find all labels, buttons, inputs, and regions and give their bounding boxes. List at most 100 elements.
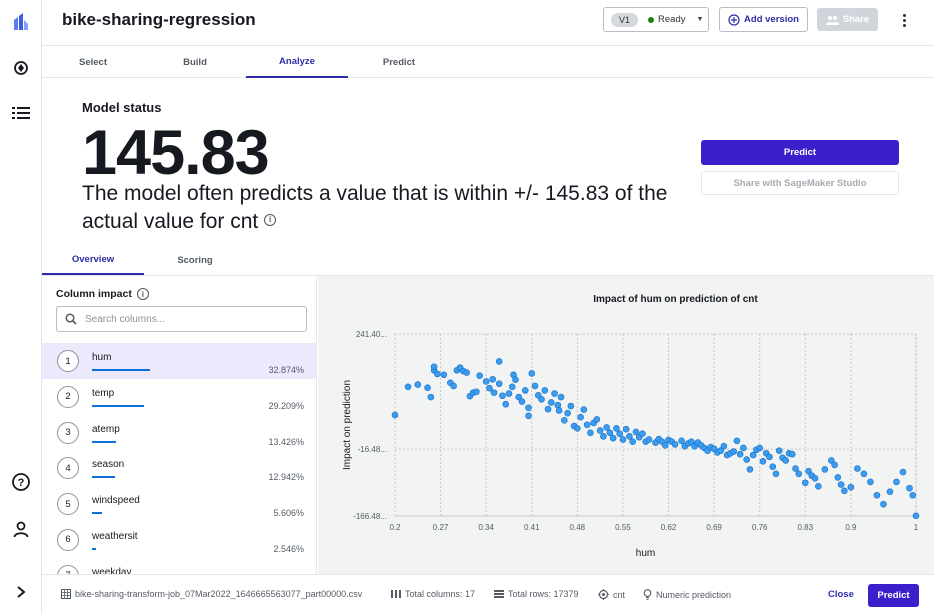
total-columns: Total columns: 17 [405,589,476,599]
data-point [596,427,604,434]
data-point [424,384,431,392]
impact-bar [92,512,102,515]
data-point [515,393,523,401]
data-point [554,401,562,409]
data-point [521,387,529,394]
y-tick-label: 241.40... [356,330,387,339]
search-icon [65,313,77,325]
data-point [736,450,744,458]
data-point [906,484,913,492]
footer-predict-button[interactable]: Predict [868,584,919,607]
info-icon[interactable]: i [264,214,277,227]
data-point [841,487,848,495]
column-search[interactable] [56,306,307,332]
data-point [831,461,838,469]
column-row-season[interactable]: 4 season 12.942% [42,450,316,486]
columns-icon [391,590,401,598]
impact-percent: 2.546% [273,543,304,554]
add-version-button[interactable]: Add version [719,7,808,32]
data-point [671,441,679,448]
data-point [505,390,513,397]
x-tick-label: 0.62 [661,523,677,532]
data-point [613,425,620,432]
rank-badge: 2 [57,385,79,408]
x-tick-label: 1 [914,523,919,532]
models-icon[interactable] [7,54,35,82]
main-tabs: Select Build Analyze Predict [42,46,934,78]
footer-problem-type: Numeric prediction [643,589,731,600]
problem-type: Numeric prediction [656,589,732,600]
y-tick-label: -16.48... [358,445,387,454]
column-row-weathersit[interactable]: 6 weathersit 2.546% [42,522,316,558]
rank-badge: 6 [57,528,79,551]
close-button[interactable]: Close [828,589,854,600]
tab-scoring[interactable]: Scoring [177,255,213,266]
data-point [717,447,724,454]
data-point [867,478,874,486]
column-row-hum[interactable]: 1 hum 32.874% [42,343,316,379]
data-point [482,378,490,385]
chevron-down-icon: ▼ [696,16,704,23]
data-point [555,407,563,414]
impact-percent: 5.606% [273,508,304,519]
data-point [639,430,646,437]
footer-file: bike-sharing-transform-job_07Mar2022_164… [61,589,362,599]
column-row-windspeed[interactable]: 5 windspeed 5.606% [42,486,316,522]
data-point [847,483,855,491]
share-button[interactable]: Share [817,8,878,31]
score-description-text: The model often predicts a value that is… [82,182,668,233]
data-point [886,488,894,495]
data-point [805,467,812,475]
version-selector[interactable]: V1 Ready ▼ [603,7,709,32]
target-icon [598,589,609,600]
expand-icon[interactable] [7,578,35,606]
data-point [821,466,829,473]
data-point [834,474,842,481]
user-icon[interactable] [7,515,35,543]
tab-select[interactable]: Select [79,56,107,68]
data-point [440,371,448,379]
data-point [476,372,483,379]
x-tick-label: 0.9 [845,523,857,532]
data-point [518,398,526,405]
data-point [502,400,510,408]
data-point [544,405,552,413]
help-icon[interactable]: ? [7,468,35,496]
column-impact-title: Column impact [56,288,132,300]
predict-button[interactable]: Predict [701,140,899,165]
model-score: 145.83 [82,118,270,188]
tab-overview[interactable]: Overview [42,246,144,275]
search-input[interactable] [85,313,285,325]
column-row-atemp[interactable]: 3 atemp 13.426% [42,415,316,451]
plus-circle-icon [728,13,740,26]
version-badge: V1 [611,12,639,27]
users-icon [825,15,839,25]
data-point [427,393,435,401]
share-studio-button[interactable]: Share with SageMaker Studio [701,171,899,195]
column-name: weathersit [92,530,138,542]
rank-badge: 5 [57,493,79,516]
data-point [564,409,571,417]
data-point [746,466,754,473]
data-point [801,479,809,487]
tab-predict[interactable]: Predict [382,56,416,68]
data-point [740,444,747,452]
data-point [525,404,532,412]
list-icon[interactable] [7,99,35,127]
tab-build[interactable]: Build [183,56,207,68]
more-options-icon[interactable] [897,10,911,30]
data-point [495,358,503,365]
info-icon[interactable]: i [136,288,149,300]
column-row-temp[interactable]: 2 temp 29.209% [42,379,316,415]
column-row-weekday[interactable]: 7 weekday [42,558,316,574]
data-point [632,428,640,436]
tab-analyze[interactable]: Analyze [246,46,348,78]
y-tick-label: -166.48... [353,512,387,521]
canvas-logo-icon[interactable] [7,8,35,36]
data-point [414,381,422,388]
data-point [749,451,757,459]
data-point [430,363,438,371]
data-point [587,429,594,437]
data-point [795,470,803,478]
x-tick-label: 0.69 [706,523,722,532]
